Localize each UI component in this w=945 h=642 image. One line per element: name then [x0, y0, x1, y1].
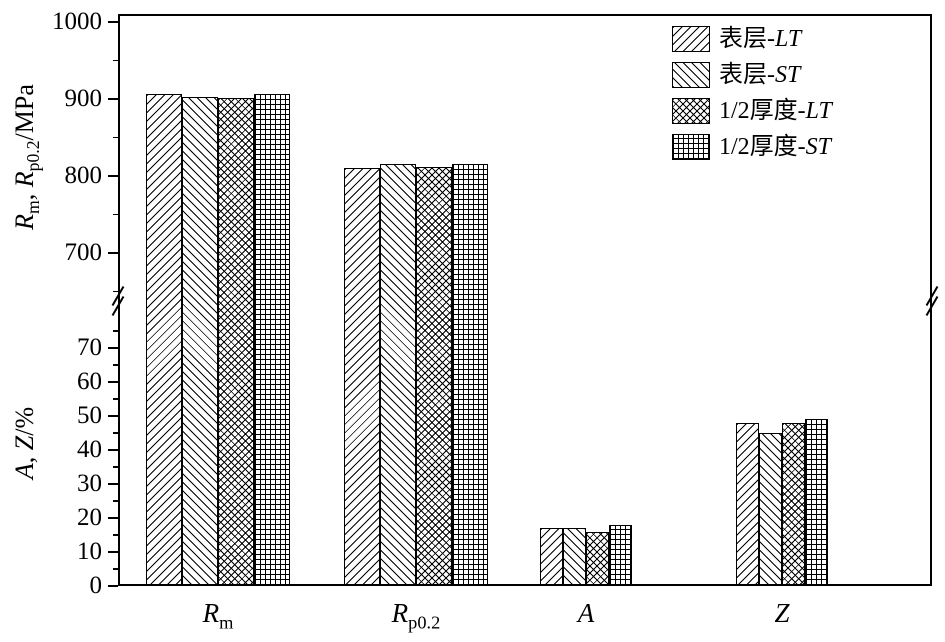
bar-a-s0 [540, 528, 563, 586]
label-part: Z [774, 598, 790, 628]
bar-z-s3 [805, 419, 828, 586]
legend-label-base: 1/2厚度- [719, 134, 806, 160]
label-part: Z [10, 435, 39, 451]
y-tick-label: 900 [64, 85, 103, 112]
bar-a-s2 [586, 531, 609, 586]
legend-label-suffix: LT [805, 98, 832, 124]
bar-rm-s2 [218, 98, 254, 586]
y-major-tick [108, 551, 118, 553]
bar-rm-s3 [254, 93, 290, 586]
label-part: A [577, 598, 595, 628]
y-tick-label: 30 [77, 470, 102, 497]
y-axis-bottom-title: A, Z/% [10, 243, 42, 642]
bar-rm-s1 [182, 97, 218, 586]
bar-z-s2 [782, 422, 805, 586]
legend-label-suffix: LT [775, 26, 802, 52]
legend-label: 表层-LT [719, 25, 801, 53]
bar-z-s1 [759, 433, 782, 586]
y-major-tick [108, 585, 118, 587]
label-part: m [219, 612, 234, 633]
legend-label: 1/2厚度-ST [719, 133, 831, 161]
bar-rm-s0 [146, 93, 182, 586]
bar-a-s3 [609, 524, 632, 586]
y-tick-label: 0 [89, 572, 103, 599]
y-major-tick [108, 252, 118, 254]
legend-label-suffix: ST [805, 134, 832, 160]
legend-label: 1/2厚度-LT [719, 97, 832, 125]
legend-label-base: 1/2厚度- [719, 98, 806, 124]
y-axis-top-title: Rm, Rp0.2/MPa [10, 0, 44, 357]
label-part: m [23, 200, 44, 215]
label-part: , [10, 187, 39, 201]
label-part: R [391, 598, 409, 628]
bar-rp0.2-s3 [452, 163, 488, 586]
legend-entry: 表层-LT [672, 25, 832, 53]
legend-swatch-diagonal-backward-hatch [672, 62, 710, 88]
legend: 表层-LT 表层-ST 1/2厚度-LT 1/2厚度-ST [672, 25, 832, 169]
legend-label-base: 表层- [719, 26, 775, 52]
y-tick-label: 700 [64, 239, 103, 266]
y-major-tick [108, 517, 118, 519]
bar-a-s1 [563, 528, 586, 586]
bar-rp0.2-s1 [380, 164, 416, 586]
label-part: /% [10, 406, 39, 436]
label-part: A [10, 463, 39, 480]
legend-label-suffix: ST [775, 62, 801, 88]
legend-label-base: 表层- [719, 62, 775, 88]
y-tick-label: 70 [77, 334, 102, 361]
bar-rp0.2-s0 [344, 168, 380, 586]
legend-entry: 1/2厚度-LT [672, 97, 832, 125]
y-tick-label: 1000 [52, 8, 102, 35]
bar-rp0.2-s2 [416, 166, 452, 586]
legend-entry: 1/2厚度-ST [672, 133, 832, 161]
y-tick-label: 60 [77, 368, 102, 395]
bar-z-s0 [736, 422, 759, 586]
x-category-label: Z [692, 598, 872, 629]
y-tick-label: 10 [77, 538, 102, 565]
label-part: R [202, 598, 220, 628]
y-tick-label: 800 [64, 162, 103, 189]
x-category-label: A [496, 598, 676, 629]
label-part: R [10, 214, 39, 230]
y-major-tick [108, 175, 118, 177]
y-major-tick [108, 21, 118, 23]
y-major-tick [108, 347, 118, 349]
label-part: R [10, 171, 39, 188]
legend-swatch-diagonal-crosshatch [672, 98, 710, 124]
label-part: p0.2 [408, 612, 441, 633]
label-part: p0.2 [23, 140, 44, 172]
y-major-tick [108, 449, 118, 451]
y-major-tick [108, 415, 118, 417]
y-major-tick [108, 381, 118, 383]
legend-swatch-square-grid [672, 134, 710, 160]
y-major-tick [108, 483, 118, 485]
legend-swatch-diagonal-forward-hatch [672, 26, 710, 52]
label-part: /MPa [10, 84, 39, 141]
y-major-tick [108, 98, 118, 100]
x-category-label: Rm [128, 598, 308, 633]
y-tick-label: 20 [77, 504, 102, 531]
label-part: , [10, 450, 39, 464]
y-tick-label: 40 [77, 436, 102, 463]
legend-entry: 表层-ST [672, 61, 832, 89]
y-tick-label: 50 [77, 402, 102, 429]
legend-label: 表层-ST [719, 61, 800, 89]
x-category-label: Rp0.2 [326, 598, 506, 633]
plot-area [118, 14, 932, 586]
